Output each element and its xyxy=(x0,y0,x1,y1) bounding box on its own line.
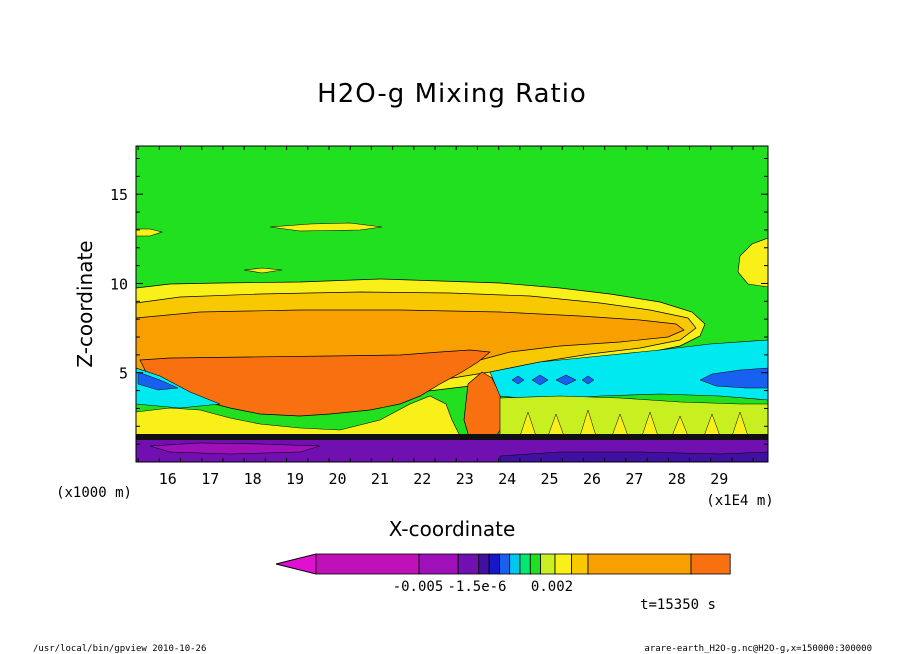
y-axis-label: Z-coordinate xyxy=(73,240,97,367)
x-tick-label: 20 xyxy=(328,470,346,488)
colorbar-labels: -0.005 -1.5e-6 0.002 xyxy=(393,579,573,595)
time-label: t=15350 s xyxy=(640,597,716,613)
plot-area xyxy=(135,145,769,463)
colorbar-swatch xyxy=(457,553,480,575)
x-tick-label: 16 xyxy=(159,470,177,488)
footer-right: arare-earth_H2O-g.nc@H2O-g,x=150000:3000… xyxy=(644,644,872,654)
colorbar-swatch xyxy=(690,553,731,575)
colorbar xyxy=(275,553,731,575)
x-tick-label: 27 xyxy=(625,470,643,488)
colorbar-swatch xyxy=(478,553,490,575)
blue-floor xyxy=(499,451,768,462)
x-tick-label: 23 xyxy=(456,470,474,488)
colorbar-swatch xyxy=(418,553,459,575)
colorbar-swatch xyxy=(540,553,556,575)
x-tick-label: 17 xyxy=(201,470,219,488)
yellow-spikes xyxy=(519,409,749,437)
colorbar-label: 0.002 xyxy=(531,579,573,595)
colorbar-swatch xyxy=(498,553,511,575)
yellow-patch-mid xyxy=(243,267,283,274)
colorbar-swatch xyxy=(315,553,420,575)
x-unit-label: (x1E4 m) xyxy=(706,493,773,509)
x-axis: 16 17 18 19 20 21 22 23 24 25 26 27 28 29 xyxy=(137,146,754,488)
x-tick-label: 29 xyxy=(710,470,728,488)
blue-diamonds xyxy=(511,374,595,386)
x-tick-label: 24 xyxy=(498,470,516,488)
x-axis-label: X-coordinate xyxy=(389,517,516,541)
colorbar-label: -1.5e-6 xyxy=(447,579,506,595)
blue-patch-left xyxy=(137,371,179,391)
x-tick-label: 21 xyxy=(371,470,389,488)
y-unit-label: (x1000 m) xyxy=(56,485,132,501)
footer-left: /usr/local/bin/gpview 2010-10-26 xyxy=(33,644,206,654)
chart-title: H2O-g Mixing Ratio xyxy=(317,79,587,109)
yellow-patch-left xyxy=(136,228,164,237)
plot-frame xyxy=(135,145,769,463)
x-tick-label: 18 xyxy=(244,470,262,488)
y-axis: 5 10 15 xyxy=(110,157,768,463)
y-tick-label: 10 xyxy=(110,275,128,293)
x-tick-label: 26 xyxy=(583,470,601,488)
x-tick-label: 22 xyxy=(413,470,431,488)
yellow-patch-right xyxy=(737,237,768,288)
yellow-patch-top xyxy=(269,222,383,232)
x-tick-label: 19 xyxy=(286,470,304,488)
magenta-patch xyxy=(149,442,321,455)
x-tick-label: 25 xyxy=(541,470,559,488)
colorbar-label: -0.005 xyxy=(393,579,444,595)
blue-patch-right xyxy=(699,367,768,389)
colorbar-swatch xyxy=(571,553,589,575)
colorbar-swatch xyxy=(488,553,500,575)
y-tick-label: 5 xyxy=(119,365,128,383)
colorbar-swatch xyxy=(529,553,542,575)
colorbar-swatch xyxy=(587,553,692,575)
dark-band xyxy=(136,434,768,440)
colorbar-min-arrow xyxy=(275,553,317,575)
colorbar-swatch xyxy=(519,553,531,575)
y-tick-label: 15 xyxy=(110,186,128,204)
x-tick-label: 28 xyxy=(668,470,686,488)
colorbar-swatch xyxy=(554,553,572,575)
colorbar-swatch xyxy=(509,553,521,575)
yellow-lower-band xyxy=(136,395,461,437)
